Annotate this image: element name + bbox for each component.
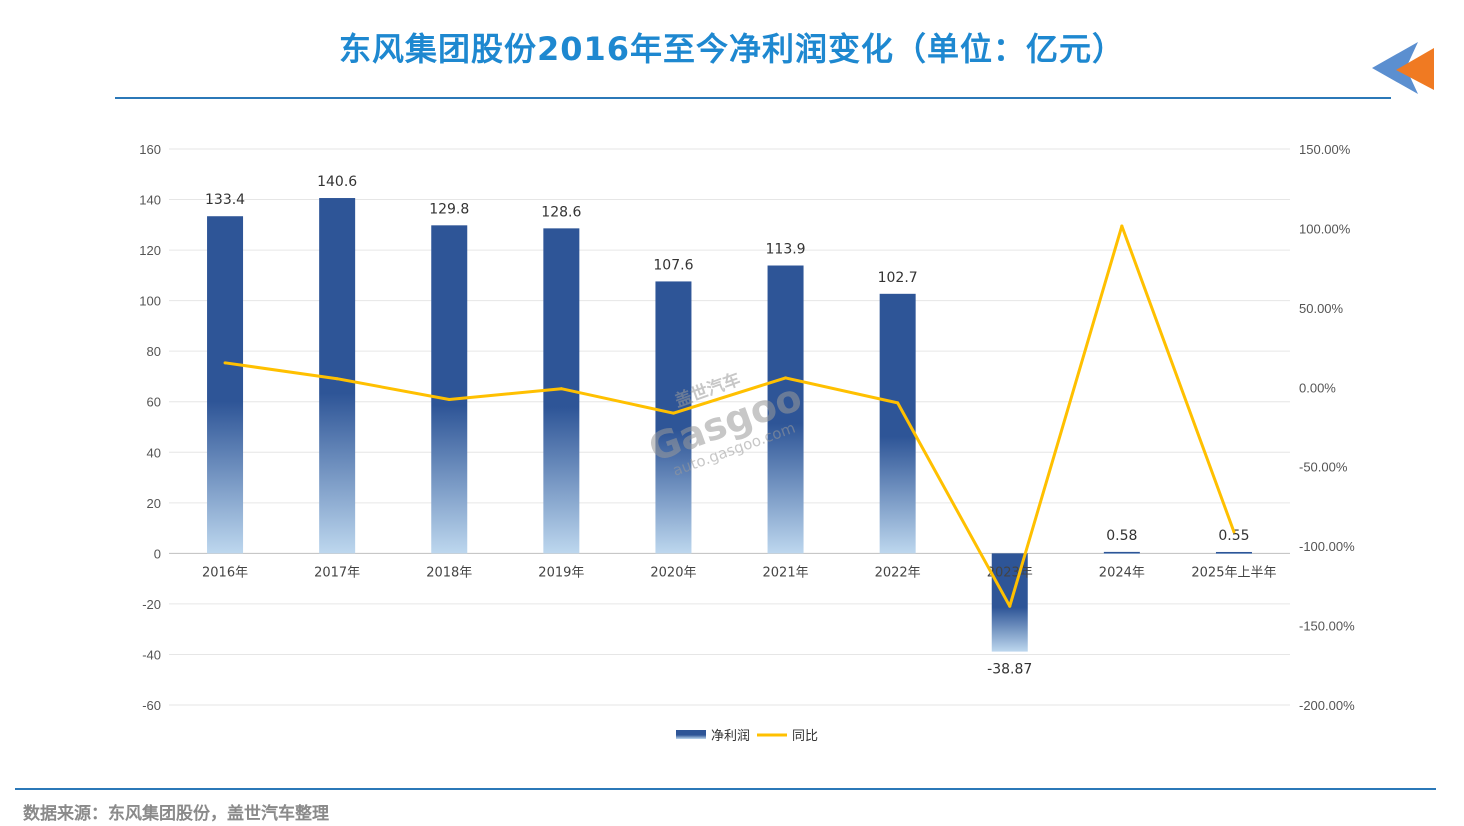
- y-left-tick-label: 120: [139, 243, 161, 258]
- data-label: 128.6: [541, 204, 581, 220]
- yoy-point: [1120, 224, 1124, 228]
- yoy-point: [1008, 604, 1012, 608]
- data-label: -38.87: [987, 662, 1032, 678]
- x-tick-label: 2017年: [314, 565, 360, 580]
- corner-arrows-icon: [1372, 42, 1434, 94]
- bar: [1215, 551, 1252, 554]
- y-right-tick-label: 100.00%: [1299, 221, 1351, 236]
- y-left-tick-label: -60: [142, 698, 161, 713]
- yoy-point: [671, 411, 675, 415]
- data-label: 113.9: [766, 242, 806, 258]
- yoy-point: [447, 398, 451, 402]
- legend-swatch-net-profit: [676, 730, 706, 739]
- data-label: 129.8: [429, 201, 469, 217]
- x-tick-label: 2024年: [1099, 565, 1145, 580]
- y-right-tick-label: 50.00%: [1299, 301, 1344, 316]
- gridlines: [169, 148, 1290, 706]
- data-label: 133.4: [205, 192, 245, 208]
- yoy-point: [896, 401, 900, 405]
- y-right-tick-label: -50.00%: [1299, 460, 1348, 475]
- bar: [767, 265, 804, 554]
- y-left-tick-label: 160: [139, 142, 161, 157]
- y-left-tick-label: 40: [147, 445, 161, 460]
- page-title: 东风集团股份2016年至今净利润变化（单位：亿元）: [338, 30, 1126, 68]
- source-note: 数据来源：东风集团股份，盖世汽车整理: [23, 804, 329, 824]
- bar: [431, 225, 468, 554]
- y-left-tick-label: 100: [139, 294, 161, 309]
- x-tick-label: 2016年: [202, 565, 248, 580]
- yoy-point: [784, 376, 788, 380]
- x-tick-label: 2020年: [650, 565, 696, 580]
- legend-label-yoy: 同比: [792, 729, 818, 744]
- data-labels: 133.4 140.6 129.8 128.6 107.6 113.9 102.7 -38.8…: [205, 174, 1250, 678]
- y-axis-left: 160 140 120 100 80 60 40 20 0 -20 -40 -60: [139, 142, 161, 713]
- x-tick-label: 2022年: [875, 565, 921, 580]
- yoy-point: [223, 361, 227, 365]
- x-tick-label: 2021年: [763, 565, 809, 580]
- y-right-tick-label: -200.00%: [1299, 698, 1355, 713]
- data-label: 0.55: [1218, 528, 1249, 544]
- yoy-point: [335, 377, 339, 381]
- bar: [655, 281, 692, 554]
- bar: [1103, 551, 1140, 554]
- line-series: [223, 224, 1236, 608]
- y-right-tick-label: 0.00%: [1299, 380, 1336, 395]
- legend-label-net-profit: 净利润: [711, 729, 750, 744]
- source-divider: [15, 788, 1436, 790]
- y-right-tick-label: -150.00%: [1299, 619, 1355, 634]
- y-left-tick-label: -40: [142, 647, 161, 662]
- y-left-tick-label: 80: [147, 344, 161, 359]
- x-tick-label: 2019年: [538, 565, 584, 580]
- y-right-tick-label: -100.00%: [1299, 539, 1355, 554]
- yoy-line: [224, 224, 1236, 608]
- data-label: 102.7: [878, 270, 918, 286]
- y-left-tick-label: 20: [147, 496, 161, 511]
- x-tick-label: 2025年上半年: [1191, 565, 1276, 580]
- x-axis: 2016年 2017年 2018年 2019年 2020年 2021年 2022年 2023年…: [202, 565, 1276, 580]
- data-label: 140.6: [317, 174, 357, 190]
- y-left-tick-label: 140: [139, 193, 161, 208]
- yoy-point: [1232, 530, 1236, 534]
- title-divider: [115, 97, 1391, 99]
- y-left-tick-label: 0: [154, 546, 161, 561]
- data-label: 107.6: [653, 257, 693, 273]
- y-axis-right: 150.00% 100.00% 50.00% 0.00% -50.00% -100.00%…: [1299, 142, 1355, 713]
- yoy-point: [559, 387, 563, 391]
- y-left-tick-label: -20: [142, 597, 161, 612]
- data-label: 0.58: [1106, 528, 1137, 544]
- y-left-tick-label: 60: [147, 395, 161, 410]
- x-tick-label: 2018年: [426, 565, 472, 580]
- legend: 净利润 同比: [676, 729, 818, 744]
- y-right-tick-label: 150.00%: [1299, 142, 1351, 157]
- bar: [207, 216, 244, 554]
